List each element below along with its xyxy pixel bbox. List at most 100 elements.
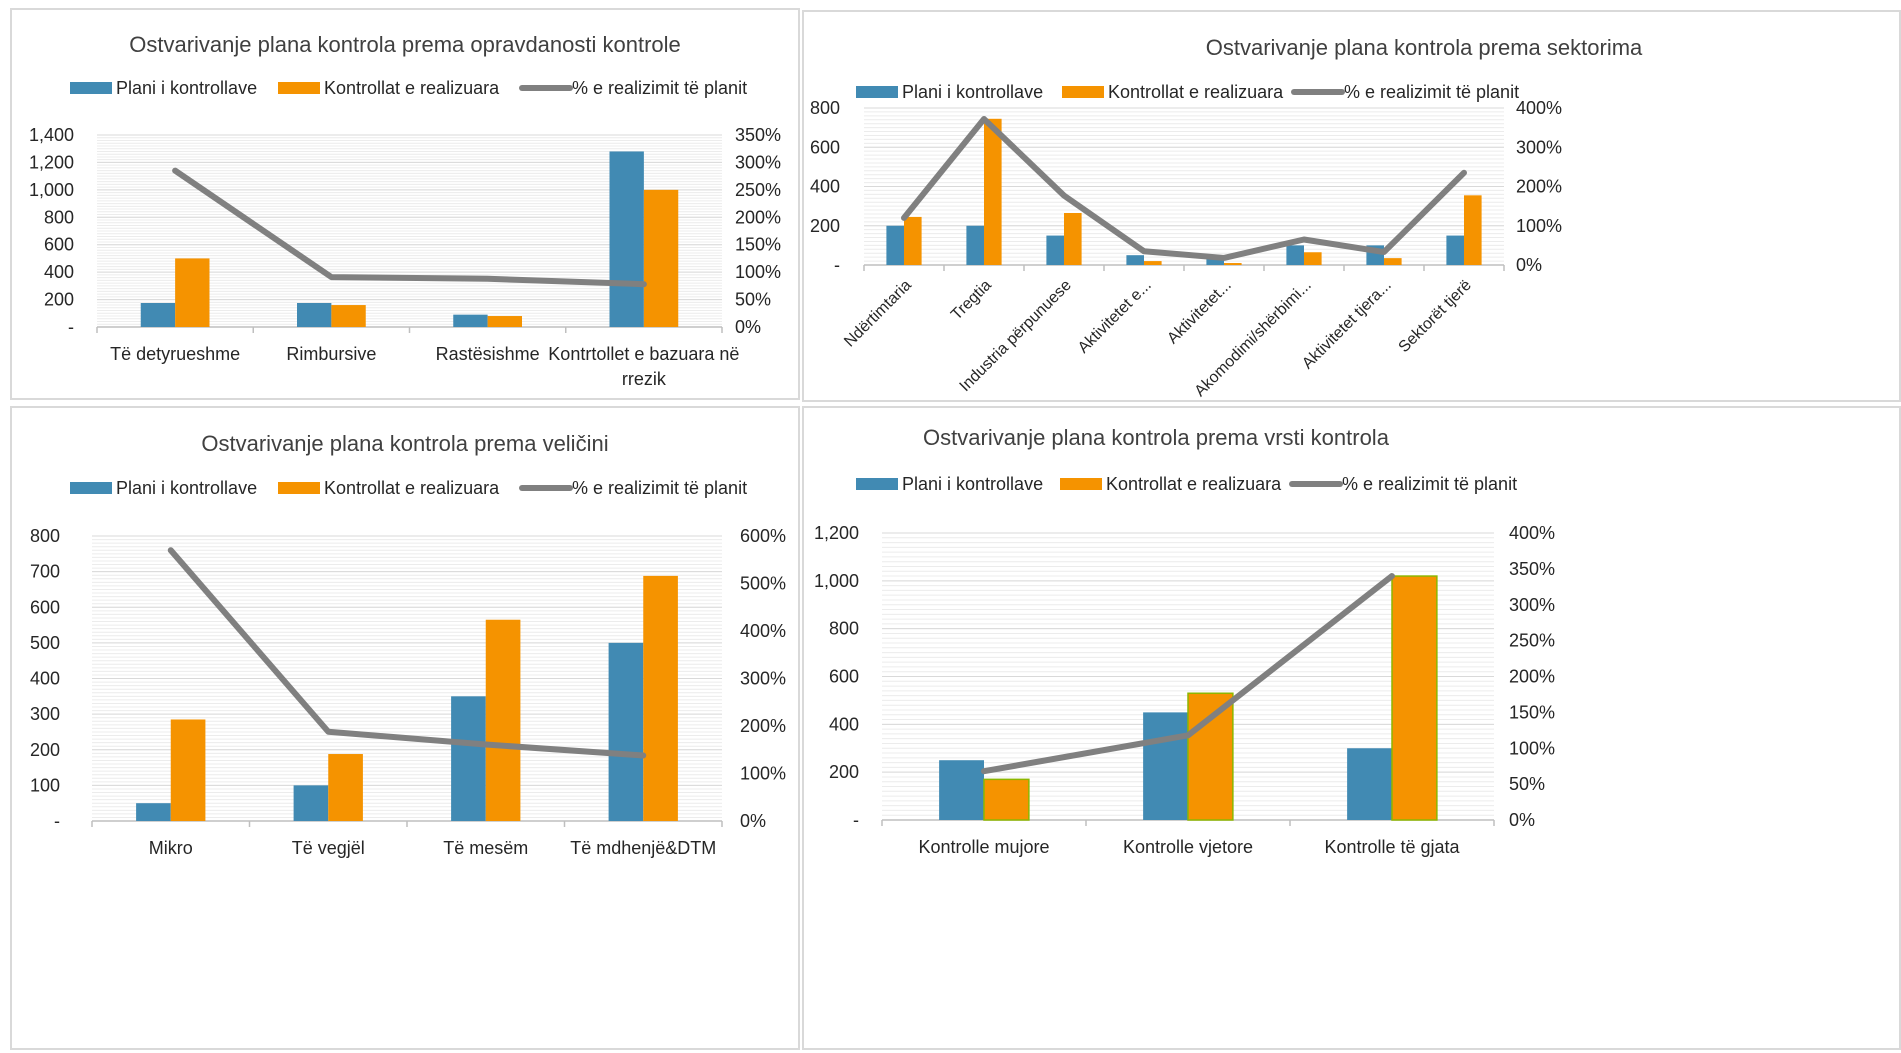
legend-label-realized: Kontrollat e realizuara	[324, 478, 500, 498]
y2-tick-label: 100%	[1516, 216, 1562, 236]
line-pct-realization	[172, 167, 647, 288]
x-category-label: Mikro	[149, 838, 193, 858]
y-tick-label: -	[853, 810, 859, 830]
bar-realized	[1384, 258, 1402, 265]
y2-tick-label: 400%	[740, 621, 786, 641]
y2-tick-label: 100%	[740, 764, 786, 784]
y-tick-label: 100	[30, 775, 60, 795]
y2-tick-label: 0%	[1509, 810, 1535, 830]
bar-realized	[643, 575, 678, 821]
y-tick-label: 400	[829, 714, 859, 734]
x-category-label: Rimbursive	[286, 344, 376, 364]
y2-tick-label: 200%	[740, 716, 786, 736]
x-category-label: Ndërtimtaria	[841, 277, 915, 351]
bar-plan	[1286, 245, 1304, 265]
x-category-label: Të mesëm	[443, 838, 528, 858]
y2-tick-label: 100%	[1509, 738, 1555, 758]
y2-tick-label: 200%	[1516, 177, 1562, 197]
legend-swatch-plan	[856, 86, 898, 98]
chart-panel-justification: Ostvarivanje plana kontrola prema opravd…	[10, 8, 800, 400]
legend-swatch-realized	[1062, 86, 1104, 98]
y-tick-label: -	[54, 811, 60, 831]
legend-swatch-realized	[278, 482, 320, 494]
bar-plan	[293, 785, 329, 821]
y2-tick-label: 100%	[735, 262, 781, 282]
y-tick-label: 1,200	[29, 152, 74, 172]
legend-label-plan: Plani i kontrollave	[902, 82, 1043, 102]
bar-realized	[331, 305, 366, 327]
y2-tick-label: 150%	[735, 235, 781, 255]
x-category-label: Aktivitetet tjera...	[1299, 277, 1395, 373]
bar-realized	[175, 258, 210, 327]
chart-panel-size: Ostvarivanje plana kontrola prema veliči…	[10, 406, 800, 1050]
y2-tick-label: 200%	[1509, 667, 1555, 687]
y2-tick-label: 50%	[1509, 774, 1545, 794]
y2-tick-label: 300%	[735, 152, 781, 172]
y-tick-label: 500	[30, 633, 60, 653]
y2-tick-label: 250%	[735, 180, 781, 200]
bar-realized	[170, 719, 206, 821]
chart-panel-control-type: Ostvarivanje plana kontrola prema vrsti …	[802, 406, 1901, 1050]
legend-label-realized: Kontrollat e realizuara	[1106, 474, 1282, 494]
y-tick-label: 600	[810, 137, 840, 157]
x-category-label: Sektorët tjerë	[1396, 277, 1475, 356]
x-category-label: Aktivitetet...	[1164, 277, 1235, 348]
legend-swatch-plan	[70, 482, 112, 494]
legend-swatch-plan	[856, 478, 898, 490]
bar-plan	[1126, 255, 1144, 265]
chart-sectors: Ostvarivanje plana kontrola prema sektor…	[810, 35, 1643, 400]
bar-plan	[1143, 712, 1188, 820]
y-tick-label: 300	[30, 704, 60, 724]
bar-plan	[136, 803, 171, 821]
y2-tick-label: 300%	[740, 669, 786, 689]
legend-label-pct: % e realizimit të planit	[572, 78, 747, 98]
y2-tick-label: 400%	[1509, 523, 1555, 543]
y-tick-label: 1,000	[29, 180, 74, 200]
chart-panel-sectors: Ostvarivanje plana kontrola prema sektor…	[802, 10, 1901, 402]
y-tick-label: 1,400	[29, 125, 74, 145]
line-pct-realization	[901, 115, 1467, 261]
chart-size: Ostvarivanje plana kontrola prema veliči…	[30, 431, 786, 858]
bar-realized	[904, 216, 922, 265]
y-tick-label: 400	[810, 177, 840, 197]
y-tick-label: 600	[30, 597, 60, 617]
y-tick-label: 400	[30, 669, 60, 689]
x-category-label: Tregtia	[948, 277, 995, 324]
legend-swatch-realized	[1060, 478, 1102, 490]
y-tick-label: 200	[30, 740, 60, 760]
y2-tick-label: 400%	[1516, 98, 1562, 118]
bar-plan	[1347, 748, 1392, 820]
bar-realized	[1224, 263, 1242, 265]
y-tick-label: 200	[829, 762, 859, 782]
legend-label-plan: Plani i kontrollave	[902, 474, 1043, 494]
chart-control-type: Ostvarivanje plana kontrola prema vrsti …	[814, 425, 1555, 857]
bar-realized	[1187, 692, 1234, 821]
legend-label-pct: % e realizimit të planit	[1342, 474, 1517, 494]
bar-realized	[487, 316, 522, 327]
x-category-label: Rastësishme	[436, 344, 540, 364]
bar-realized	[1464, 195, 1482, 265]
y-tick-label: 800	[30, 526, 60, 546]
legend-label-pct: % e realizimit të planit	[1344, 82, 1519, 102]
x-category-label: Kontrolle vjetore	[1123, 837, 1253, 857]
legend-label-pct: % e realizimit të planit	[572, 478, 747, 498]
line-pct-realization	[981, 573, 1395, 775]
y-tick-label: 800	[810, 98, 840, 118]
y2-tick-label: 50%	[735, 290, 771, 310]
chart-title: Ostvarivanje plana kontrola prema opravd…	[129, 32, 681, 57]
chart-justification: Ostvarivanje plana kontrola prema opravd…	[29, 32, 781, 389]
bar-realized	[1064, 212, 1082, 265]
y-tick-label: 600	[829, 667, 859, 687]
y-tick-label: 800	[44, 207, 74, 227]
legend-label-plan: Plani i kontrollave	[116, 478, 257, 498]
x-category-label-line: Kontrtollet e bazuara në	[548, 344, 739, 364]
legend-swatch-plan	[70, 82, 112, 94]
y2-tick-label: 0%	[740, 811, 766, 831]
x-category-label: Të mdhenjë&DTM	[570, 838, 716, 858]
bar-plan	[453, 314, 488, 327]
x-category-label: Kontrtollet e bazuara në rrezik	[548, 344, 739, 389]
x-category-label: Kontrolle mujore	[918, 837, 1049, 857]
y-tick-label: 200	[44, 290, 74, 310]
legend-label-realized: Kontrollat e realizuara	[1108, 82, 1284, 102]
legend-label-plan: Plani i kontrollave	[116, 78, 257, 98]
